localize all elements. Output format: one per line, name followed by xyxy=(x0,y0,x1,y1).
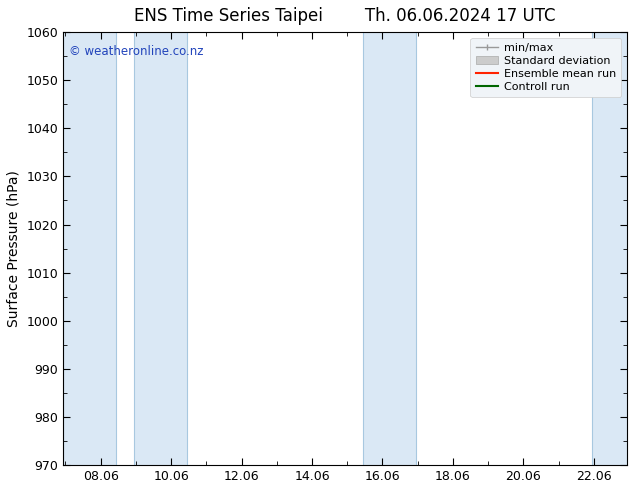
Bar xyxy=(134,32,186,465)
Title: ENS Time Series Taipei        Th. 06.06.2024 17 UTC: ENS Time Series Taipei Th. 06.06.2024 17… xyxy=(134,7,556,25)
Bar xyxy=(592,32,634,465)
Bar xyxy=(363,32,416,465)
Y-axis label: Surface Pressure (hPa): Surface Pressure (hPa) xyxy=(7,170,21,327)
Text: © weatheronline.co.nz: © weatheronline.co.nz xyxy=(69,45,204,58)
Bar xyxy=(63,32,116,465)
Legend: min/max, Standard deviation, Ensemble mean run, Controll run: min/max, Standard deviation, Ensemble me… xyxy=(470,38,621,97)
